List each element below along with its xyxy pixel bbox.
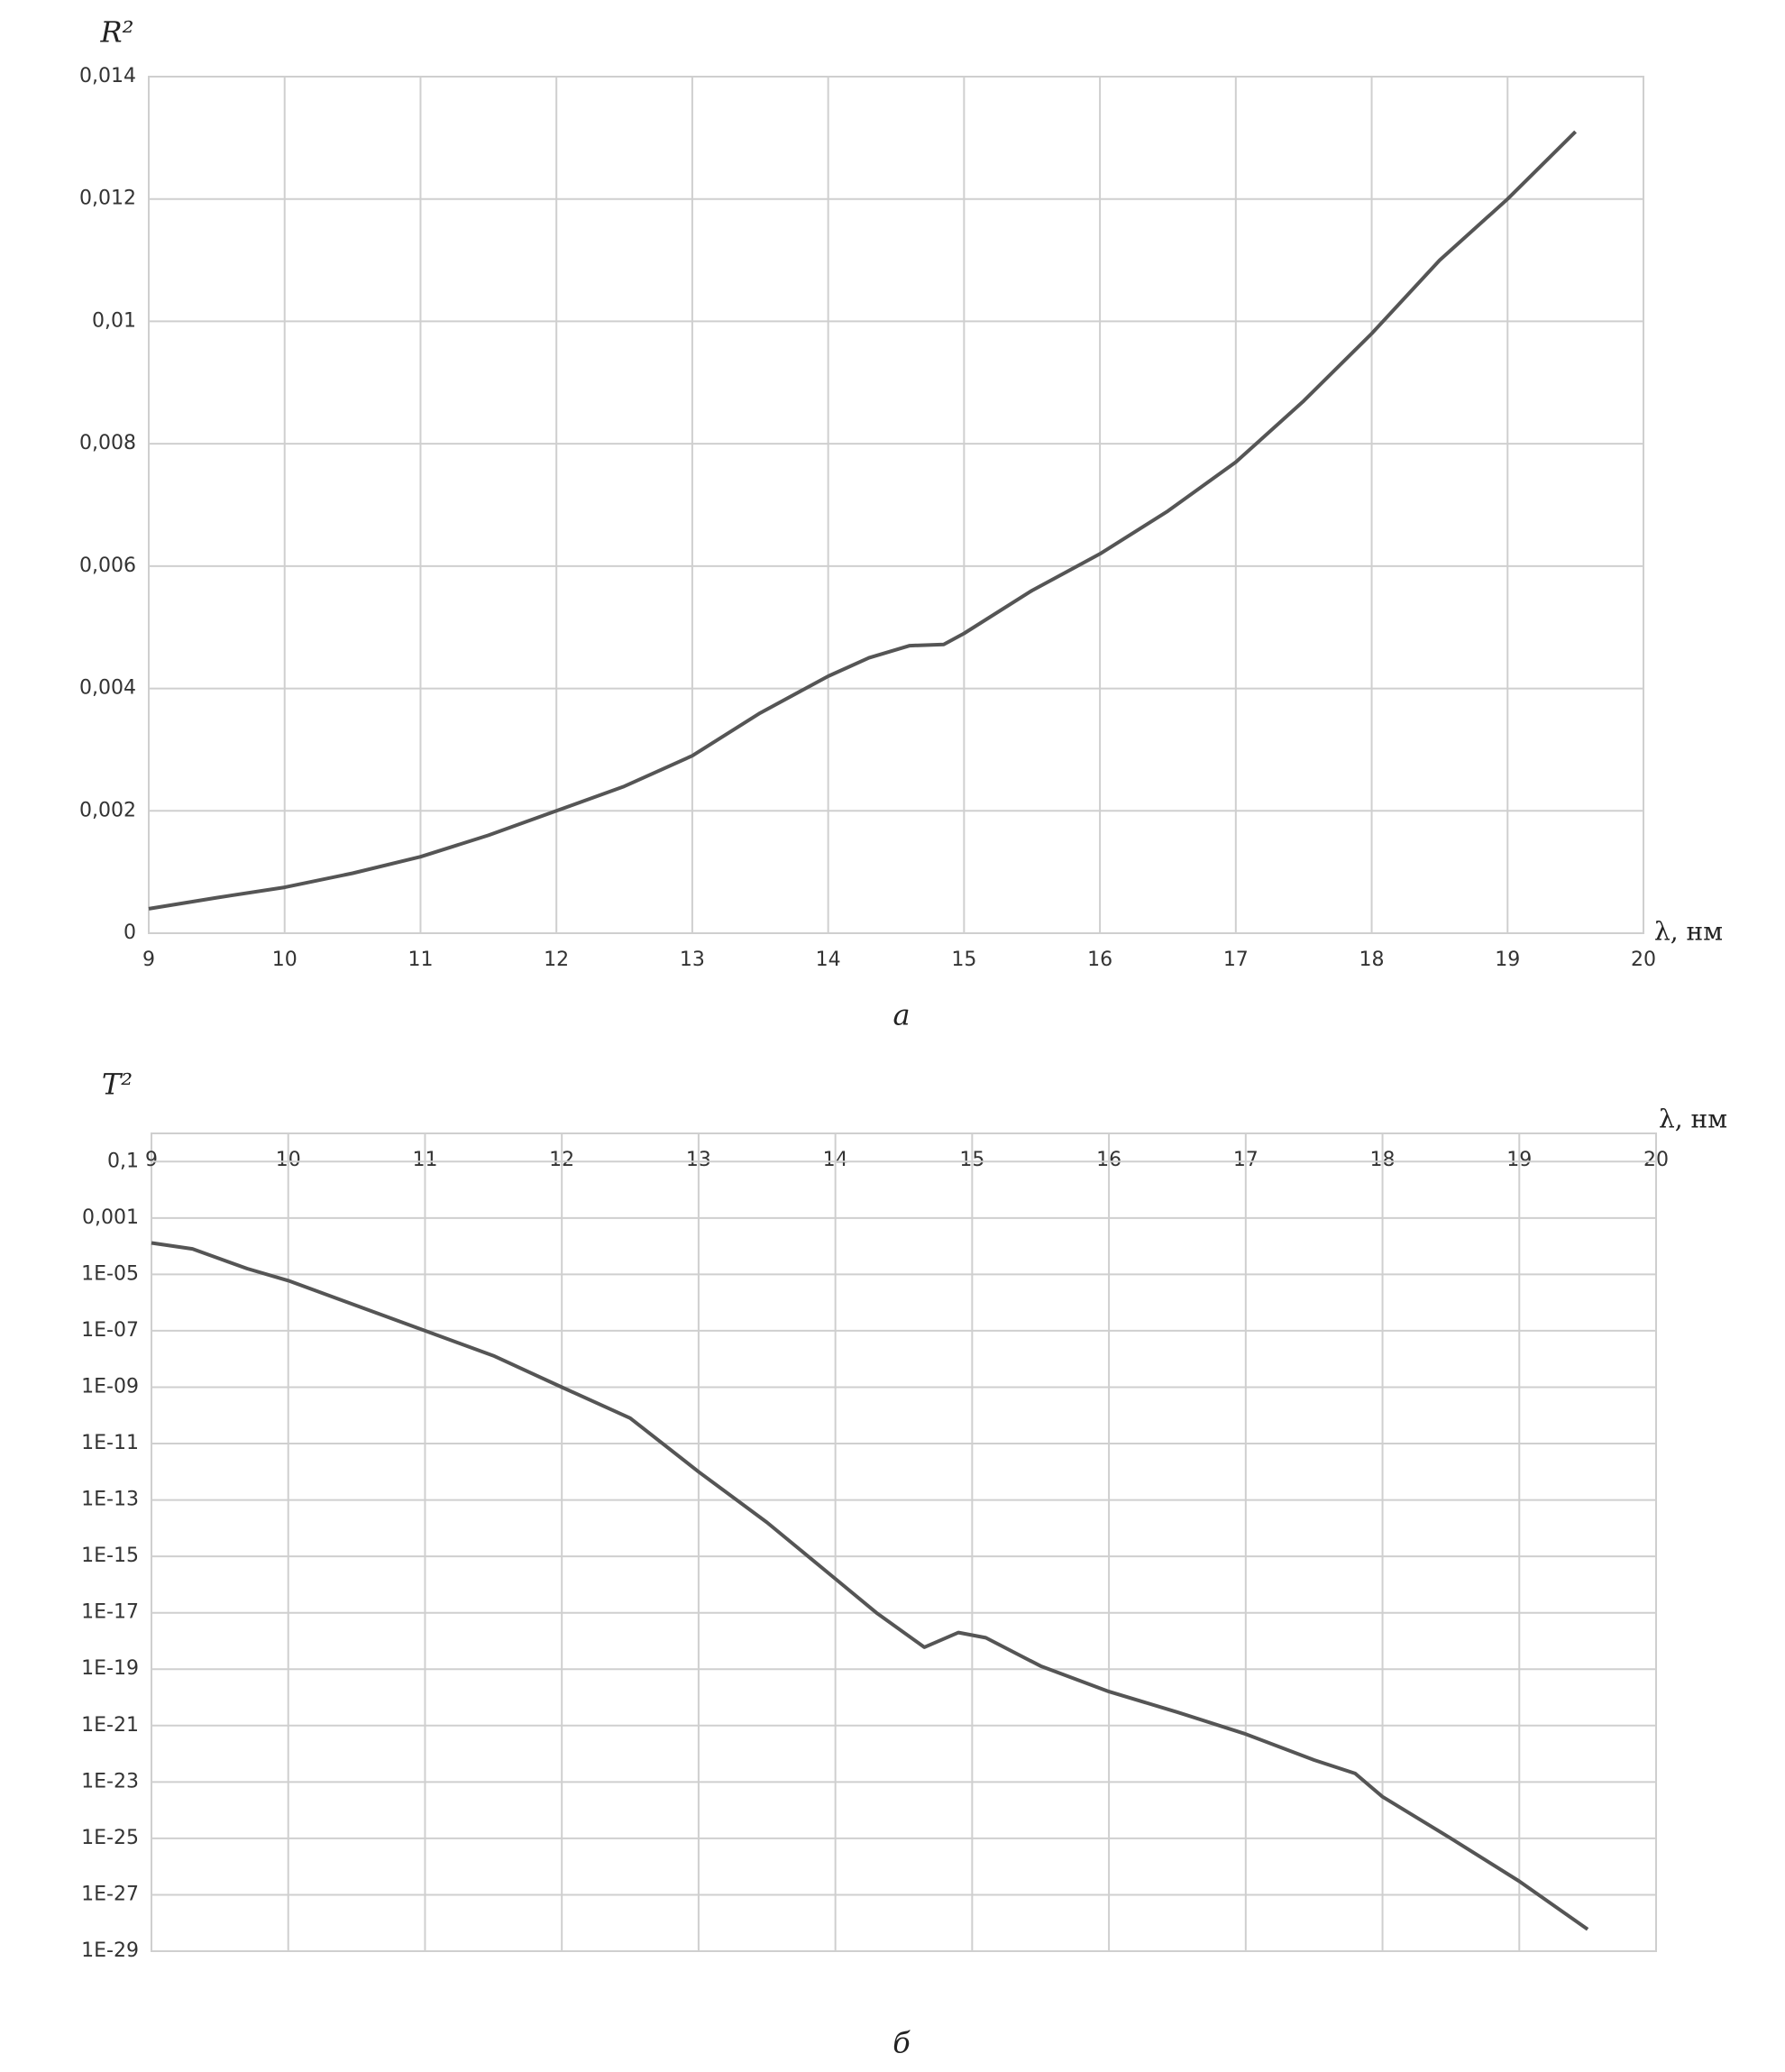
x-tick-label: 13 bbox=[686, 1149, 711, 1171]
y-tick-label: 1E-05 bbox=[81, 1262, 139, 1285]
y-tick-label: 1E-11 bbox=[81, 1432, 139, 1454]
x-tick-label: 12 bbox=[544, 949, 569, 971]
x-tick-label: 19 bbox=[1495, 949, 1520, 971]
plot-frame bbox=[148, 76, 1644, 934]
x-tick-label: 20 bbox=[1631, 949, 1656, 971]
caption: а bbox=[892, 998, 910, 1032]
y-tick-label: 0,001 bbox=[82, 1206, 139, 1229]
y-tick-label: 1E-09 bbox=[81, 1375, 139, 1398]
x-tick-label: 14 bbox=[816, 949, 841, 971]
caption: б bbox=[892, 2026, 911, 2060]
y-tick-label: 1E-23 bbox=[81, 1770, 139, 1792]
x-tick-label: 12 bbox=[549, 1149, 574, 1171]
y-tick-label: 1E-25 bbox=[81, 1827, 139, 1849]
y-tick-label: 1E-13 bbox=[81, 1489, 139, 1511]
x-tick-label: 17 bbox=[1223, 949, 1249, 971]
y-tick-label: 1E-19 bbox=[81, 1657, 139, 1680]
x-tick-label: 13 bbox=[680, 949, 705, 971]
x-tick-label: 10 bbox=[272, 949, 298, 971]
x-tick-label: 19 bbox=[1506, 1149, 1532, 1171]
x-tick-label: 15 bbox=[959, 1149, 984, 1171]
y-tick-label: 0,002 bbox=[79, 799, 136, 821]
x-tick-label: 11 bbox=[412, 1149, 437, 1171]
x-tick-label: 17 bbox=[1233, 1149, 1259, 1171]
y-tick-label: 0,006 bbox=[79, 555, 136, 577]
y-tick-label: 0,004 bbox=[79, 677, 136, 700]
x-tick-label: 11 bbox=[407, 949, 433, 971]
y-axis-title: R² bbox=[100, 15, 134, 50]
x-tick-label: 16 bbox=[1087, 949, 1112, 971]
y-tick-label: 0,014 bbox=[79, 65, 136, 87]
y-tick-label: 1E-17 bbox=[81, 1601, 139, 1624]
y-tick-label: 1E-21 bbox=[81, 1714, 139, 1737]
x-tick-label: 15 bbox=[951, 949, 976, 971]
data-line bbox=[148, 130, 1578, 911]
x-axis-title: λ, нм bbox=[1659, 1105, 1727, 1134]
x-tick-label: 20 bbox=[1643, 1149, 1669, 1171]
y-tick-label: 1E-29 bbox=[81, 1939, 139, 1962]
x-tick-label: 9 bbox=[145, 1149, 158, 1171]
y-tick-label: 0,01 bbox=[92, 309, 136, 332]
plot-frame bbox=[151, 1132, 1657, 1952]
y-tick-label: 1E-27 bbox=[81, 1883, 139, 1905]
y-tick-label: 1E-07 bbox=[81, 1319, 139, 1342]
y-tick-label: 0 bbox=[124, 921, 136, 944]
x-tick-label: 18 bbox=[1370, 1149, 1396, 1171]
y-tick-label: 0,008 bbox=[79, 432, 136, 454]
y-tick-label: 0,1 bbox=[107, 1150, 139, 1172]
data-line bbox=[151, 1241, 1589, 1931]
x-tick-label: 16 bbox=[1096, 1149, 1121, 1171]
y-axis-title: T² bbox=[102, 1068, 133, 1102]
x-tick-label: 9 bbox=[142, 949, 155, 971]
y-tick-label: 0,012 bbox=[79, 188, 136, 210]
x-tick-label: 14 bbox=[823, 1149, 848, 1171]
y-tick-label: 1E-15 bbox=[81, 1545, 139, 1567]
x-tick-label: 18 bbox=[1359, 949, 1385, 971]
x-axis-title: λ, нм bbox=[1654, 917, 1723, 947]
x-tick-label: 10 bbox=[276, 1149, 301, 1171]
